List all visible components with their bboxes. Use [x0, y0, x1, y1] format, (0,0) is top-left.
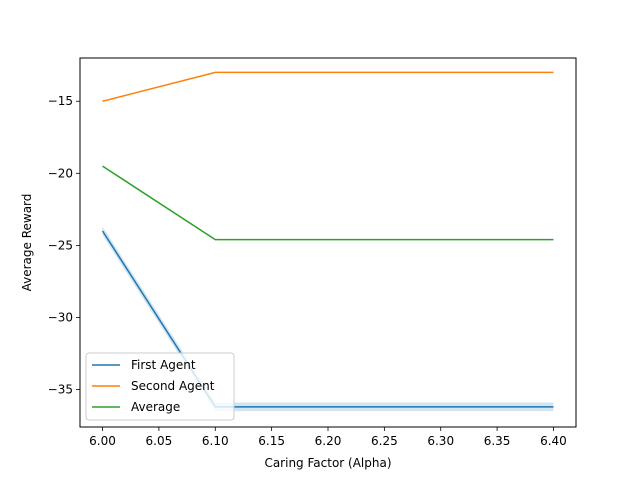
y-tick-label: −20 [48, 166, 73, 180]
y-tick-label: −25 [48, 238, 73, 252]
x-tick-label: 6.30 [427, 434, 454, 448]
x-tick-label: 6.15 [258, 434, 285, 448]
legend-entry: First Agent [131, 358, 196, 372]
x-axis-ticks: 6.00 6.05 6.10 6.15 6.20 6.25 6.30 6.35 6.40 [89, 427, 567, 448]
series-line-0 [101, 230, 554, 408]
x-tick-label: 6.20 [315, 434, 342, 448]
legend-entry: Average [131, 400, 180, 414]
x-tick-label: 6.40 [540, 434, 567, 448]
y-tick-label: −30 [48, 310, 73, 324]
x-tick-label: 6.35 [484, 434, 511, 448]
y-tick-label: −15 [48, 94, 73, 108]
legend: First Agent Second Agent Average [85, 352, 235, 421]
x-tick-label: 6.05 [146, 434, 173, 448]
y-axis-ticks: −35 −30 −25 −20 −15 [48, 94, 80, 397]
x-tick-label: 6.10 [202, 434, 229, 448]
series-lines [101, 71, 554, 408]
series-line-2 [102, 165, 554, 241]
y-axis-label: Average Reward [20, 194, 34, 292]
x-axis-label: Caring Factor (Alpha) [264, 456, 391, 470]
legend-box [85, 352, 235, 421]
series-line-1 [102, 71, 554, 102]
x-tick-label: 6.25 [371, 434, 398, 448]
y-tick-label: −35 [48, 383, 73, 397]
x-tick-label: 6.00 [89, 434, 116, 448]
legend-entry: Second Agent [131, 379, 215, 393]
